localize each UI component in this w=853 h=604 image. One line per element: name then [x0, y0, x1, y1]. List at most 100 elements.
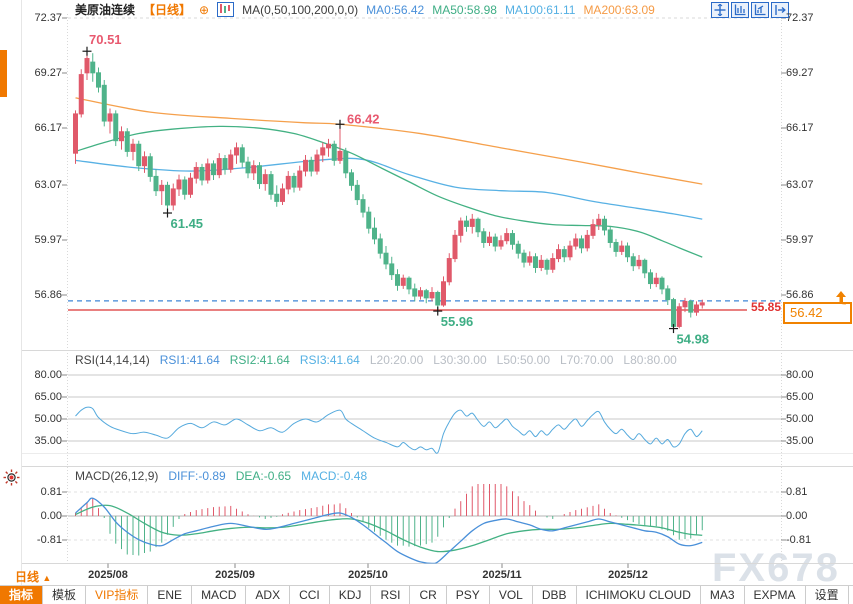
tab-vol[interactable]: VOL [490, 586, 533, 604]
tab-ene[interactable]: ENE [148, 586, 193, 604]
ma200-value: MA200:63.09 [583, 2, 655, 17]
rsi-pane-header: RSI(14,14,14) RSI1:41.64 RSI2:41.64 RSI3… [75, 353, 677, 367]
y-axis-label: 63.07 [786, 179, 814, 191]
rsi2-value: RSI2:41.64 [229, 353, 290, 367]
indicator-toolbar: 指标 模板 VIP指标 ENE MACD ADX CCI KDJ RSI CR … [0, 585, 853, 604]
extreme-price-label: 61.45 [171, 216, 204, 231]
ma-params-label[interactable]: MA(0,50,100,200,0,0) [242, 2, 359, 17]
diff-value: DIFF:-0.89 [168, 469, 226, 483]
chevron-up-icon: ▲ [42, 573, 52, 583]
rsi-l80-value: L80:80.00 [623, 353, 677, 367]
tab-dbb[interactable]: DBB [533, 586, 577, 604]
price-up-arrow-icon [836, 291, 847, 305]
candlestick-series [73, 51, 705, 329]
tab-ichimoku-cloud[interactable]: ICHIMOKU CLOUD [577, 586, 701, 604]
pan-right-icon[interactable] [771, 2, 789, 18]
y-axis-label: 63.07 [34, 179, 62, 191]
add-compare-icon[interactable]: ⊕ [199, 2, 210, 17]
rsi1-value: RSI1:41.64 [159, 353, 220, 367]
extreme-price-label: 66.42 [347, 111, 380, 126]
tab-indicator[interactable]: 指标 [0, 586, 44, 604]
tab-settings[interactable]: 设置 [806, 586, 849, 604]
tab-cr[interactable]: CR [410, 586, 447, 604]
x-axis-label: 2025/08 [88, 569, 128, 581]
tab-cci[interactable]: CCI [290, 586, 330, 604]
rsi-line [75, 406, 703, 454]
y-axis-label: 66.17 [34, 122, 62, 134]
chart-header: 美原油连续 【日线】 ⊕ MA(0,50,100,200,0,0) MA0:56… [75, 1, 655, 18]
crosshair-icon[interactable] [711, 2, 729, 18]
ma50-line [75, 125, 703, 258]
left-sidebar [0, 0, 22, 585]
rsi3-value: RSI3:41.64 [299, 353, 360, 367]
y-axis-label: 72.37 [34, 12, 62, 24]
alert-price-label: 55.85 [750, 300, 781, 314]
macd-pane-header: MACD(26,12,9) DIFF:-0.89 DEA:-0.65 MACD:… [75, 469, 367, 483]
level-lines [68, 300, 781, 311]
tab-rsi[interactable]: RSI [371, 586, 411, 604]
price-extreme-markers: 70.51 66.42 61.45 55.96 54.98 [82, 32, 710, 347]
zoom-in-icon[interactable] [731, 2, 749, 18]
sidebar-active-indicator [0, 50, 7, 97]
x-axis-label: 2025/09 [215, 569, 255, 581]
rsi-axis-label: 65.00 [34, 391, 62, 403]
macd-params-label[interactable]: MACD(26,12,9) [75, 469, 159, 483]
rsi-axis-label: 50.00 [786, 413, 814, 425]
y-axis-label: 69.27 [34, 67, 62, 79]
symbol-title: 美原油连续 [75, 3, 136, 17]
macd-axis-label: 0.00 [40, 510, 62, 522]
x-axis-label: 2025/10 [348, 569, 388, 581]
rsi-params-label[interactable]: RSI(14,14,14) [75, 353, 150, 367]
extreme-price-label: 54.98 [677, 332, 710, 347]
ma50-value: MA50:58.98 [432, 2, 497, 17]
tab-psy[interactable]: PSY [447, 586, 490, 604]
chart-toolbox [711, 2, 789, 18]
tab-ma3[interactable]: MA3 [701, 586, 745, 604]
y-axis-label: 72.37 [786, 12, 814, 24]
rsi-l50-value: L50:50.00 [496, 353, 551, 367]
rsi-l30-value: L30:30.00 [433, 353, 487, 367]
y-axis-label: 59.97 [34, 234, 62, 246]
extreme-price-label: 55.96 [441, 314, 474, 329]
y-axis-label: 59.97 [786, 234, 814, 246]
period-badge[interactable]: 【日线】 [143, 3, 192, 17]
tab-adx[interactable]: ADX [246, 586, 291, 604]
macd-axis-label: 0.00 [786, 510, 808, 522]
rsi-axis-label: 35.00 [786, 435, 814, 447]
diff-line [75, 497, 703, 564]
y-axis-label: 69.27 [786, 67, 814, 79]
dea-value: DEA:-0.65 [235, 469, 292, 483]
x-axis-label: 2025/12 [608, 569, 648, 581]
ma0-value: MA0:56.42 [366, 2, 425, 17]
tab-macd[interactable]: MACD [192, 586, 247, 604]
rsi-axis-label: 80.00 [786, 369, 814, 381]
highlight-marker-icon[interactable] [3, 469, 20, 486]
y-axis-label: 56.86 [34, 289, 62, 301]
y-axis-label: 66.17 [786, 122, 814, 134]
candlestick-mini-icon[interactable] [217, 2, 235, 17]
rsi-axis-label: 50.00 [34, 413, 62, 425]
rsi-axis-label: 35.00 [34, 435, 62, 447]
period-selector[interactable]: 日线 ▲ [15, 568, 51, 585]
period-selector-label: 日线 [15, 570, 40, 584]
macd-axis-label: 0.81 [786, 486, 808, 498]
extreme-price-label: 70.51 [89, 32, 122, 47]
rsi-l20-value: L20:20.00 [369, 353, 424, 367]
macd-histogram [75, 484, 703, 556]
ma100-value: MA100:61.11 [504, 2, 576, 17]
y-axis-label: 56.86 [786, 289, 814, 301]
macd-lines [75, 497, 703, 564]
macd-value: MACD:-0.48 [301, 469, 368, 483]
zoom-out-icon[interactable] [751, 2, 769, 18]
macd-axis-label: 0.81 [40, 486, 62, 498]
ma200-line [75, 97, 703, 185]
tab-vip-indicator[interactable]: VIP指标 [86, 586, 149, 604]
tab-expma[interactable]: EXPMA [745, 586, 806, 604]
rsi-axis-label: 65.00 [786, 391, 814, 403]
macd-axis-label: -0.81 [36, 534, 62, 546]
tab-kdj[interactable]: KDJ [330, 586, 372, 604]
macd-axis-label: -0.81 [786, 534, 812, 546]
tab-template[interactable]: 模板 [43, 586, 87, 604]
